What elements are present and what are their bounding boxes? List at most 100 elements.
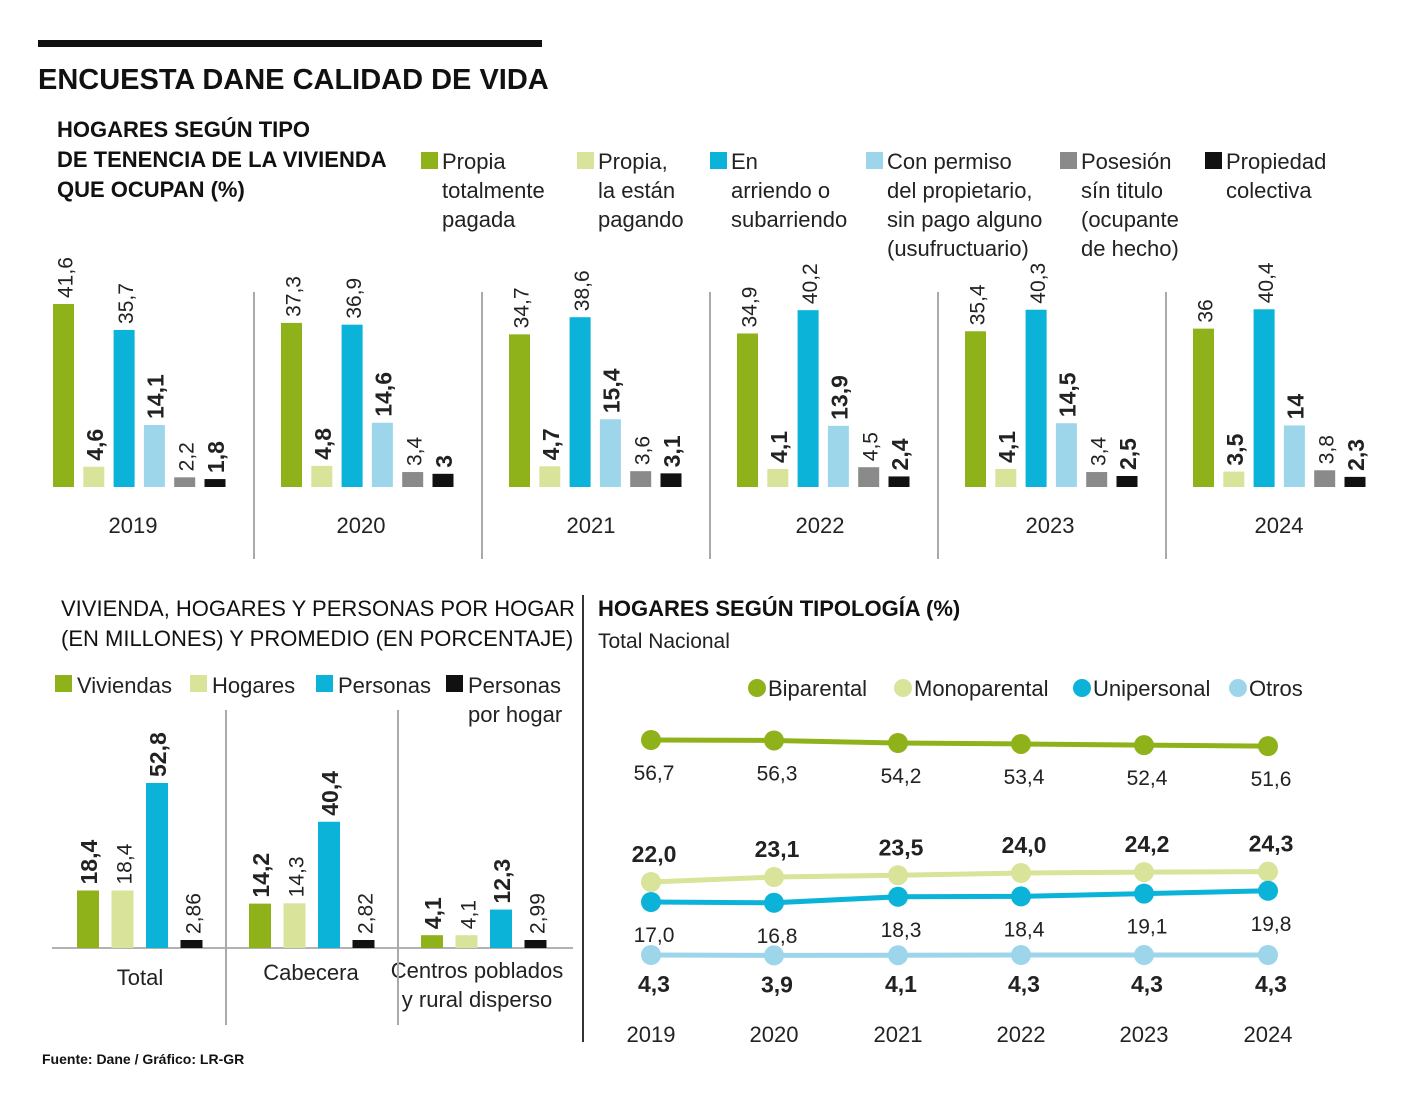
legend-label: Biparental: [768, 676, 867, 701]
legend-label: del propietario,: [887, 178, 1033, 203]
legend-label: pagada: [442, 207, 516, 232]
value-label: 40,4: [1255, 262, 1278, 303]
point-monoparental-2022: [1011, 863, 1031, 883]
legend-swatch-personas: [316, 675, 333, 692]
bar-2021-con-permiso-del-propietario: [600, 419, 621, 487]
bar-cabecera-personas-por-hogar: [353, 940, 375, 948]
value-label: 40,2: [799, 263, 822, 304]
bar-2022-propia-totalmente-pagada: [737, 333, 758, 487]
legend-label: En: [731, 149, 758, 174]
main-title: ENCUESTA DANE CALIDAD DE VIDA: [38, 64, 549, 96]
value-label: 17,0: [634, 924, 675, 947]
year-label: 2022: [997, 1022, 1046, 1047]
tipologia-subtitle: Total Nacional: [598, 630, 730, 653]
legend-label: Propia: [442, 149, 506, 174]
legend-label: subarriendo: [731, 207, 847, 232]
source-note: Fuente: Dane / Gráfico: LR-GR: [42, 1051, 244, 1067]
value-label: 14,5: [1054, 372, 1080, 417]
legend-label: sin pago alguno: [887, 207, 1042, 232]
bar-total-personas-por-hogar: [181, 940, 203, 948]
bar-cabecera-viviendas: [249, 904, 271, 948]
value-label: 3,9: [761, 971, 793, 997]
point-unipersonal-2019: [641, 892, 661, 912]
legend-label: por hogar: [468, 702, 562, 727]
value-label: 14,2: [248, 853, 274, 898]
value-label: 36,9: [343, 278, 366, 319]
bar-2020-propia-la-estan-pagando: [311, 466, 332, 487]
point-unipersonal-2022: [1011, 886, 1031, 906]
tipologia-title: HOGARES SEGÚN TIPOLOGÍA (%): [598, 596, 960, 621]
point-unipersonal-2021: [888, 887, 908, 907]
legend-dot-monoparental: [894, 679, 912, 697]
value-label: 35,7: [115, 283, 138, 324]
value-label: 53,4: [1004, 766, 1045, 789]
value-label: 3,6: [632, 436, 655, 465]
point-otros-2019: [641, 945, 661, 965]
value-label: 18,3: [881, 919, 922, 942]
legend-label: Personas: [338, 673, 431, 698]
legend-label: Con permiso: [887, 149, 1012, 174]
legend-dot-otros: [1229, 679, 1247, 697]
legend-label: arriendo o: [731, 178, 830, 203]
bar-centros-poblados-hogares: [456, 935, 478, 948]
value-label: 3,5: [1222, 433, 1248, 465]
bar-2019-con-permiso-del-propietario: [144, 425, 165, 487]
bar-2024-en-arriendo-o-subarriendo: [1254, 309, 1275, 487]
value-label: 2,99: [527, 893, 550, 934]
value-label: 56,7: [634, 762, 675, 785]
value-label: 23,5: [879, 834, 924, 860]
legend-swatch-viviendas: [55, 675, 72, 692]
bar-2019-propiedad-colectiva: [205, 479, 226, 487]
value-label: 22,0: [632, 841, 677, 867]
bar-cabecera-personas: [318, 822, 340, 948]
bar-2022-con-permiso-del-propietario: [828, 426, 849, 487]
point-monoparental-2021: [888, 865, 908, 885]
value-label: 19,8: [1251, 913, 1292, 936]
year-label: 2019: [627, 1022, 676, 1047]
bar-2019-posesion-sin-titulo: [174, 477, 195, 487]
value-label: 51,6: [1251, 768, 1292, 791]
value-label: 14,6: [370, 372, 396, 417]
legend-dot-biparental: [748, 679, 766, 697]
chart-tipologia: HOGARES SEGÚN TIPOLOGÍA (%) Total Naciona…: [598, 596, 1303, 1047]
bar-2024-propia-totalmente-pagada: [1193, 329, 1214, 487]
legend-dot-unipersonal: [1073, 679, 1091, 697]
vivienda-title-line: (EN MILLONES) Y PROMEDIO (EN PORCENTAJE): [61, 626, 573, 651]
legend-label: pagando: [598, 207, 684, 232]
value-label: 52,4: [1127, 767, 1168, 790]
value-label: 4,3: [638, 971, 670, 997]
bar-cabecera-hogares: [284, 903, 306, 948]
value-label: 4,6: [82, 429, 108, 461]
point-biparental-2024: [1258, 736, 1278, 756]
point-biparental-2021: [888, 733, 908, 753]
year-label: 2020: [337, 513, 386, 538]
category-label: y rural disperso: [402, 987, 552, 1012]
value-label: 12,3: [489, 859, 515, 904]
value-label: 2,86: [183, 893, 206, 934]
bar-2024-posesion-sin-titulo: [1314, 470, 1335, 487]
value-label: 24,2: [1125, 831, 1170, 857]
bar-2021-propia-totalmente-pagada: [509, 334, 530, 487]
value-label: 2,2: [176, 442, 199, 471]
bar-2020-en-arriendo-o-subarriendo: [342, 325, 363, 487]
value-label: 41,6: [55, 257, 78, 298]
category-label: Total: [117, 965, 163, 990]
bar-2020-propiedad-colectiva: [433, 474, 454, 487]
legend-swatch-personas: [446, 675, 463, 692]
bar-total-hogares: [112, 891, 134, 949]
point-monoparental-2020: [764, 867, 784, 887]
bar-centros-poblados-personas: [490, 910, 512, 948]
point-otros-2021: [888, 945, 908, 965]
legend-label: (usufructuario): [887, 236, 1029, 261]
bar-2022-en-arriendo-o-subarriendo: [798, 310, 819, 487]
legend-swatch-propia: [421, 152, 438, 169]
value-label: 38,6: [571, 270, 594, 311]
value-label: 18,4: [1004, 918, 1045, 941]
bar-2023-propiedad-colectiva: [1117, 476, 1138, 487]
value-label: 52,8: [145, 732, 171, 777]
value-label: 14,1: [142, 374, 168, 419]
value-label: 13,9: [826, 375, 852, 420]
bar-2020-con-permiso-del-propietario: [372, 423, 393, 487]
